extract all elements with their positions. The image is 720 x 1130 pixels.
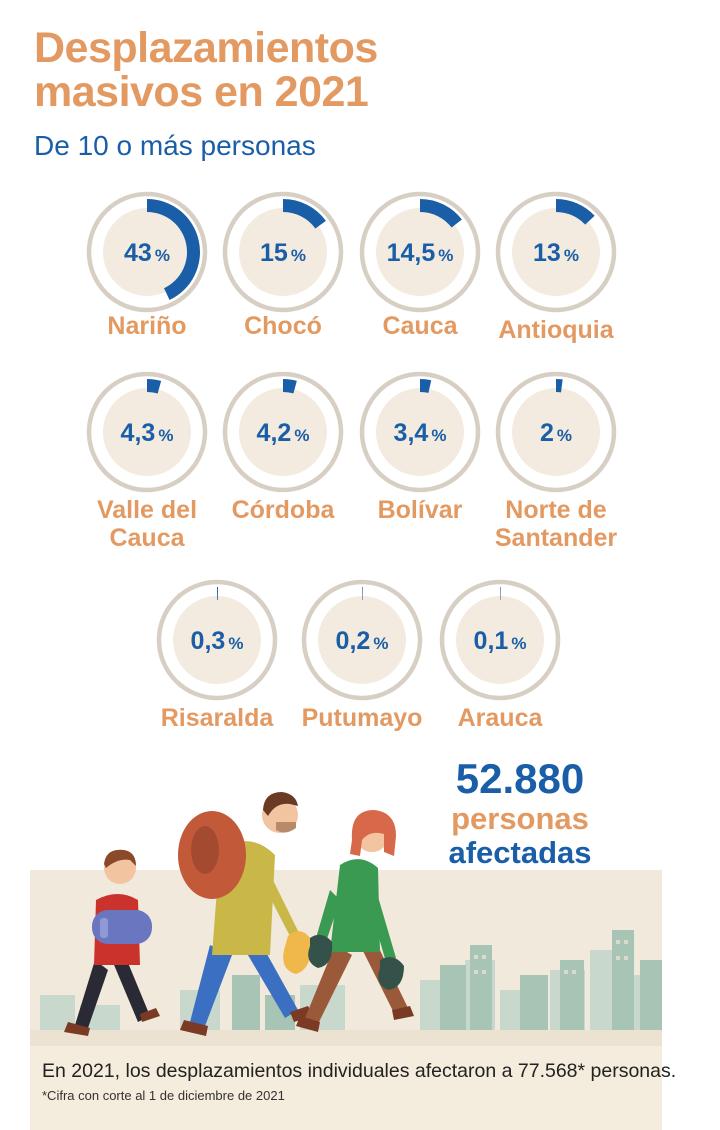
- child-figure: [64, 849, 160, 1036]
- donut-center: [456, 596, 544, 684]
- donut-risaralda: 0,3%: [156, 579, 278, 701]
- donut-arc-norte-de-santander: [556, 379, 563, 393]
- donut-cauca: 14,5%: [359, 191, 481, 313]
- title-line-2: masivos en 2021: [34, 68, 369, 116]
- total-line-1: personas: [451, 801, 589, 836]
- donut-center: [318, 596, 406, 684]
- donut-arc-cauca: [420, 199, 462, 228]
- donut-choco: 15%: [222, 191, 344, 313]
- total-line-2: afectadas: [448, 835, 592, 870]
- donut-arauca: 0,1%: [439, 579, 561, 701]
- donut-arc-valle-del-cauca: [147, 379, 162, 394]
- donut-center: [512, 388, 600, 476]
- region-label-risaralda: Risaralda: [160, 704, 274, 732]
- donut-valle-del-cauca: 4,3%: [86, 371, 208, 493]
- donut-center: [103, 208, 191, 296]
- donut-bolivar: 3,4%: [359, 371, 481, 493]
- illustration-displaced-people: [30, 792, 662, 1050]
- donut-center: [103, 388, 191, 476]
- man-figure: [178, 792, 314, 1036]
- donut-arc-bolivar: [420, 379, 432, 393]
- region-label-valle-del-cauca: Valle del Cauca: [96, 496, 198, 552]
- region-label-antioquia: Antioquia: [498, 316, 614, 344]
- donut-center: [512, 208, 600, 296]
- region-label-arauca: Arauca: [457, 704, 543, 732]
- donut-narino: 43%: [86, 191, 208, 313]
- total-number: 52.880: [455, 755, 585, 802]
- donut-antioquia: 13%: [495, 191, 617, 313]
- donut-arc-putumayo: [362, 587, 363, 601]
- region-label-bolivar: Bolívar: [377, 496, 463, 524]
- title-line-1: Desplazamientos: [34, 24, 378, 72]
- woman-figure: [296, 810, 414, 1032]
- donut-arc-antioquia: [556, 199, 595, 225]
- region-label-putumayo: Putumayo: [301, 704, 423, 732]
- page-subtitle: De 10 o más personas: [34, 130, 316, 161]
- region-label-cordoba: Córdoba: [231, 496, 335, 524]
- donut-arc-arauca: [500, 587, 501, 601]
- donut-center: [239, 208, 327, 296]
- region-label-norte-de-santander: Norte de Santander: [494, 496, 618, 552]
- donut-center: [376, 388, 464, 476]
- donut-center: [376, 208, 464, 296]
- donut-chart-grid: 43% 15% 14,5% 13 % 4,3% 4,2% 3,4% 2 % 0,3% 0,2% 0,1%: [86, 191, 617, 701]
- value-label-arauca: 0,1%: [474, 627, 527, 655]
- region-label-cauca: Cauca: [382, 312, 458, 340]
- footer-note-box: En 2021, los desplazamientos individuale…: [30, 1046, 676, 1130]
- region-label-choco: Chocó: [244, 312, 322, 340]
- donut-cordoba: 4,2%: [222, 371, 344, 493]
- region-label-narino: Nariño: [107, 312, 187, 340]
- donut-putumayo: 0,2%: [301, 579, 423, 701]
- donut-norte-de-santander: 2%: [495, 371, 617, 493]
- footnote: *Cifra con corte al 1 de diciembre de 20…: [42, 1088, 285, 1103]
- donut-arc-choco: [283, 199, 326, 229]
- donut-arc-narino: [147, 199, 201, 300]
- donut-center: [239, 388, 327, 476]
- footer-note: En 2021, los desplazamientos individuale…: [42, 1060, 677, 1082]
- total-affected: 52.880 personas afectadas: [430, 756, 610, 870]
- page-title: Desplazamientos masivos en 2021: [34, 26, 378, 114]
- donut-center: [173, 596, 261, 684]
- value-label-valle-del-cauca: 4,3%: [121, 419, 174, 447]
- donut-arc-risaralda: [217, 587, 218, 601]
- donut-arc-cordoba: [283, 379, 297, 394]
